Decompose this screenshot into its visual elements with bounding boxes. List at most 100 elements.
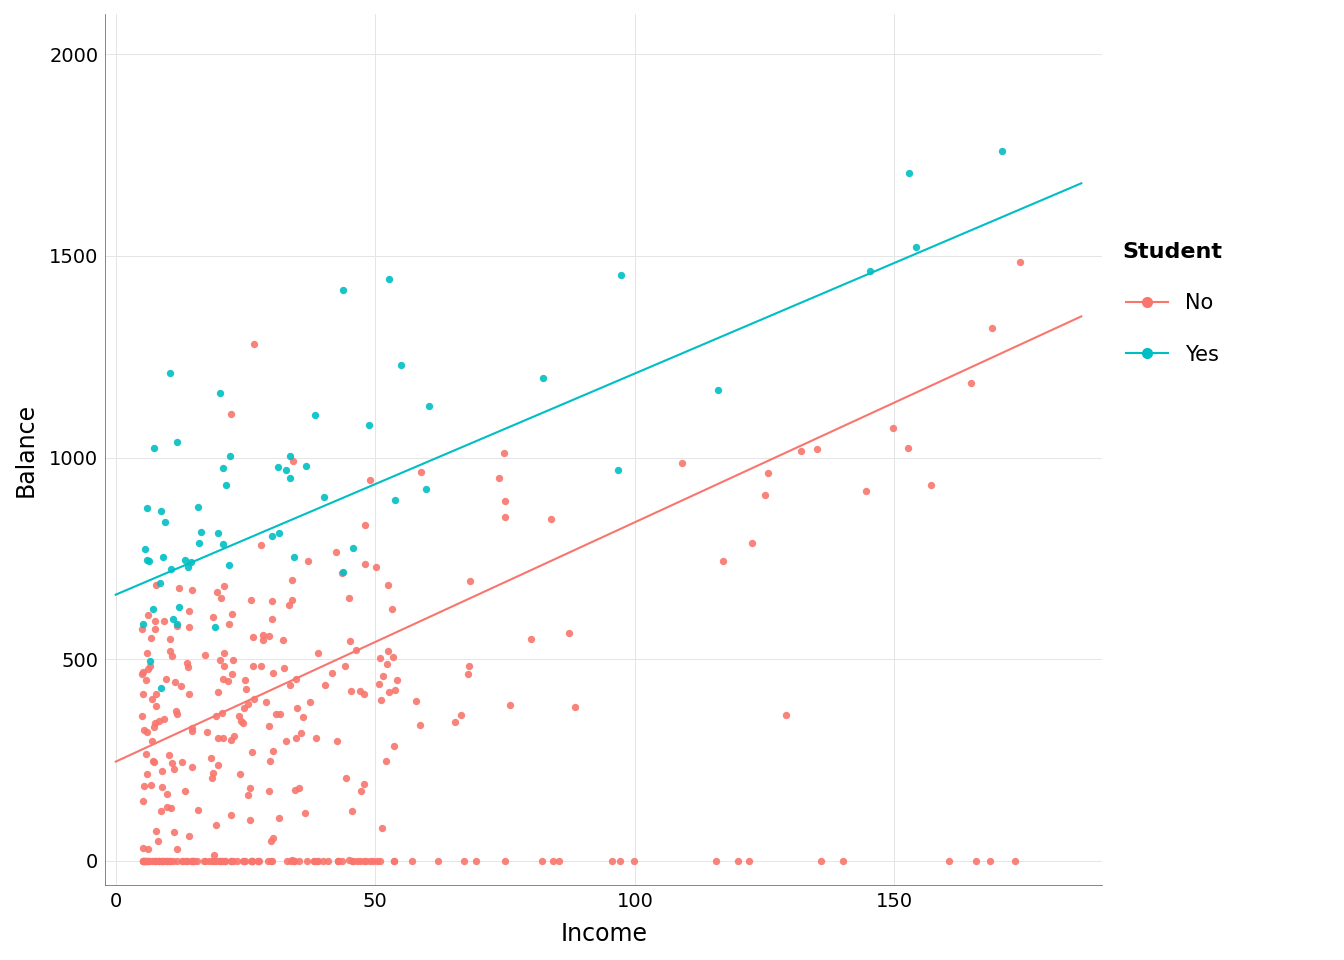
Point	[132, 708, 153, 724]
Point	[194, 853, 215, 869]
Point	[242, 629, 263, 644]
Legend: No, Yes: No, Yes	[1122, 242, 1223, 365]
Point	[160, 853, 181, 869]
Point	[149, 575, 171, 590]
Point	[355, 517, 376, 533]
Point	[203, 853, 224, 869]
Point	[141, 853, 163, 869]
Point	[144, 613, 165, 629]
Point	[130, 666, 152, 682]
Point	[251, 628, 273, 643]
Point	[134, 541, 156, 557]
Point	[156, 853, 177, 869]
Point	[133, 663, 155, 679]
Point	[384, 492, 406, 508]
Point	[207, 684, 228, 700]
Point	[214, 658, 235, 673]
Point	[341, 853, 363, 869]
Point	[180, 853, 202, 869]
Y-axis label: Balance: Balance	[13, 402, 38, 496]
Point	[167, 434, 188, 449]
Point	[145, 686, 167, 702]
Point	[349, 853, 371, 869]
Point	[328, 853, 349, 869]
Point	[163, 612, 184, 627]
Point	[152, 853, 173, 869]
Point	[806, 442, 828, 457]
Point	[488, 470, 509, 486]
Point	[160, 643, 181, 659]
Point	[142, 754, 164, 769]
Point	[548, 853, 570, 869]
Point	[152, 853, 173, 869]
Point	[155, 671, 176, 686]
Point	[176, 656, 198, 671]
Point	[353, 853, 375, 869]
Point	[495, 510, 516, 525]
Point	[148, 853, 169, 869]
Point	[267, 525, 289, 540]
Point	[151, 504, 172, 519]
Point	[195, 853, 216, 869]
Point	[136, 672, 157, 687]
Point	[155, 515, 176, 530]
Point	[226, 853, 247, 869]
Point	[370, 651, 391, 666]
Point	[280, 853, 301, 869]
Point	[258, 782, 280, 798]
Point	[210, 386, 231, 401]
Point	[458, 659, 480, 674]
Point	[140, 659, 161, 674]
Point	[187, 802, 208, 817]
Point	[610, 268, 632, 283]
Point	[181, 582, 203, 597]
Point	[609, 853, 630, 869]
Point	[331, 565, 352, 581]
Point	[212, 537, 234, 552]
Point	[261, 853, 282, 869]
Point	[345, 642, 367, 658]
Point	[211, 853, 233, 869]
Point	[204, 619, 226, 635]
Point	[141, 733, 163, 749]
Point	[359, 853, 380, 869]
Point	[160, 561, 181, 576]
Point	[156, 853, 177, 869]
Point	[138, 553, 160, 568]
Point	[261, 593, 282, 609]
Point	[137, 853, 159, 869]
Point	[207, 756, 228, 772]
Point	[171, 853, 192, 869]
Point	[304, 853, 325, 869]
Point	[378, 272, 399, 287]
Point	[176, 853, 198, 869]
Point	[297, 554, 319, 569]
Point	[243, 691, 265, 707]
Point	[203, 848, 224, 863]
Point	[235, 672, 257, 687]
Point	[181, 723, 203, 738]
Point	[274, 660, 296, 676]
Point	[241, 853, 262, 869]
Point	[371, 692, 392, 708]
Point	[181, 721, 203, 736]
Point	[341, 804, 363, 819]
Point	[269, 707, 290, 722]
Point	[332, 282, 353, 298]
Point	[306, 853, 328, 869]
Point	[980, 853, 1001, 869]
Point	[161, 755, 183, 770]
Point	[261, 853, 282, 869]
Point	[141, 691, 163, 707]
Point	[327, 853, 348, 869]
Point	[153, 613, 175, 629]
Point	[371, 820, 392, 835]
Point	[379, 684, 401, 700]
Point	[257, 853, 278, 869]
Point	[134, 853, 156, 869]
Point	[250, 659, 271, 674]
Point	[250, 538, 271, 553]
Point	[543, 853, 564, 869]
Point	[273, 632, 294, 647]
Point	[212, 853, 234, 869]
